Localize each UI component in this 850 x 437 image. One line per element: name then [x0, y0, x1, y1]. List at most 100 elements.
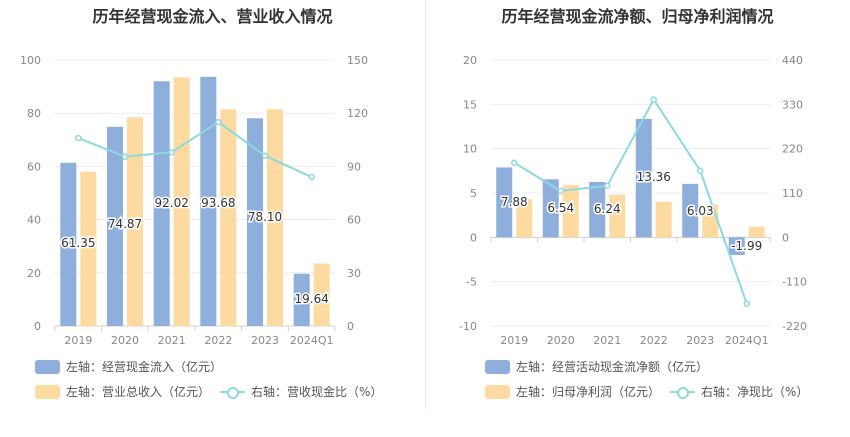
chart-svg-right: -10 -5 0 5 10 15 20 -220 -110 0 110 220 330 440 2019 20…	[459, 54, 807, 347]
x-tick-label: 2021	[593, 334, 621, 347]
chart-panel-right: 历年经营现金流净额、归母净利润情况 -10 -5 0 5 10 15 20 -220 -110 0…	[425, 0, 850, 437]
y-right-tick-label: 220	[782, 143, 803, 156]
bar-series-2	[562, 185, 579, 238]
y-right-tick-label: 30	[347, 267, 361, 280]
data-label: 78.10	[248, 210, 282, 224]
line-point	[261, 152, 269, 160]
line-point	[308, 173, 315, 181]
y-right-tick-label: 0	[347, 320, 354, 333]
y-right-tick-label: 60	[347, 214, 361, 227]
y-right-tick-label: 90	[347, 160, 361, 173]
y-right-tick-label: 440	[782, 54, 803, 67]
data-label: 6.54	[547, 201, 574, 215]
bar-series-1	[496, 167, 513, 238]
data-label: -1.99	[731, 239, 762, 253]
y-right-tick-label: 330	[782, 98, 803, 111]
y-left-tick-label: 40	[27, 214, 41, 227]
line-point	[604, 182, 611, 189]
x-tick-label: 2019	[500, 334, 528, 347]
legend-item-cash-inflow[interactable]: 左轴：经营现金流入（亿元）	[35, 358, 222, 375]
y-right-tick-label: 150	[347, 54, 368, 67]
x-tick-label: 2020	[547, 334, 575, 347]
line-point	[75, 134, 82, 142]
bar-series-1	[728, 237, 745, 255]
legend-item-net-cash[interactable]: 左轴：经营活动现金流净额（亿元）	[485, 358, 708, 375]
bar-series-1	[635, 118, 652, 238]
y-left-tick-label: 20	[27, 267, 41, 280]
data-label: 92.02	[154, 196, 188, 210]
y-right-tick-label: -220	[782, 320, 807, 333]
legend-swatch-orange	[485, 384, 510, 399]
bar-series-1	[682, 183, 699, 238]
y-left-tick-label: 100	[20, 54, 41, 67]
y-left-tick-label: 60	[27, 160, 41, 173]
data-label: 13.36	[637, 170, 671, 184]
line-series	[77, 120, 313, 178]
chart-panel-left: 历年经营现金流入、营业收入情况 0 20 40 60 80 100 0 30 60 90 120 15…	[20, 7, 382, 400]
legend-label: 左轴：经营现金流入（亿元）	[66, 360, 223, 374]
legend-swatch-blue	[485, 359, 510, 374]
legend-label: 右轴：净现比（%）	[701, 385, 809, 399]
line-point	[697, 167, 704, 175]
bar-series-2	[127, 117, 143, 326]
data-label: 93.68	[201, 196, 235, 210]
bar-series-1	[200, 76, 217, 326]
x-tick-label: 2024Q1	[725, 334, 769, 347]
bar-series-1	[60, 162, 77, 326]
line-point	[557, 187, 564, 195]
bar-series-2	[267, 109, 283, 327]
legend-item-revenue[interactable]: 左轴：营业总收入（亿元）	[35, 383, 210, 400]
y-left-tick-label: 15	[463, 98, 477, 111]
line-series	[513, 97, 748, 305]
bar-series-1	[153, 81, 170, 326]
bar-series-1	[293, 273, 310, 326]
panel-divider	[425, 0, 426, 410]
y-left-tick-label: 5	[470, 187, 477, 200]
data-label: 61.35	[61, 236, 95, 250]
x-tick-label: 2020	[111, 334, 139, 347]
legend-label: 左轴：经营活动现金流净额（亿元）	[516, 360, 709, 374]
legend-swatch-line	[670, 385, 695, 399]
y-left-tick-label: 80	[27, 107, 41, 120]
line-point	[650, 96, 657, 103]
y-left-tick-label: -5	[466, 276, 477, 289]
y-left-tick-label: 0	[470, 231, 477, 244]
bar-series-1	[589, 182, 606, 238]
bar-series-2	[173, 77, 190, 326]
x-tick-label: 2022	[640, 334, 668, 347]
bar-series-2	[220, 109, 237, 327]
line-point	[743, 300, 750, 308]
data-label: 74.87	[108, 217, 142, 231]
bar-series-1	[542, 179, 559, 238]
x-tick-label: 2024Q1	[290, 334, 334, 347]
legend-item-net-profit[interactable]: 左轴：归母净利润（亿元）	[485, 383, 660, 400]
chart-svg-left: 0 20 40 60 80 100 0 30 60 90 120 150 2019 2020 2021 202…	[20, 54, 368, 347]
legend-item-net-ratio[interactable]: 右轴：净现比（%）	[670, 383, 808, 400]
bar-series-1	[107, 126, 123, 327]
bar-series-1	[247, 118, 263, 326]
legend-swatch-line	[220, 385, 245, 399]
y-left-tick-label: -10	[459, 320, 477, 333]
y-right-tick-label: 0	[782, 231, 789, 244]
x-tick-label: 2019	[64, 334, 92, 347]
y-left-tick-label: 0	[34, 320, 41, 333]
data-label: 7.88	[501, 195, 528, 209]
legend-label: 左轴：营业总收入（亿元）	[66, 385, 211, 399]
legend-swatch-orange	[35, 384, 60, 399]
line-point	[121, 153, 129, 160]
legend-item-ratio[interactable]: 右轴：营收现金比（%）	[220, 383, 382, 400]
x-tick-label: 2021	[158, 334, 186, 347]
y-left-tick-label: 10	[463, 143, 477, 156]
legend-label: 右轴：营收现金比（%）	[251, 385, 383, 399]
bar-series-2	[313, 263, 330, 326]
x-tick-label: 2022	[204, 334, 232, 347]
legend-label: 左轴：归母净利润（亿元）	[516, 385, 661, 399]
bar-series-2	[80, 171, 97, 326]
bar-series-2	[516, 199, 533, 238]
bar-series-2	[748, 226, 765, 238]
data-label: 19.64	[294, 292, 328, 306]
bar-series-2	[655, 201, 672, 238]
y-right-tick-label: 110	[782, 187, 803, 200]
y-left-tick-label: 20	[463, 54, 477, 67]
y-right-tick-label: -110	[782, 276, 807, 289]
